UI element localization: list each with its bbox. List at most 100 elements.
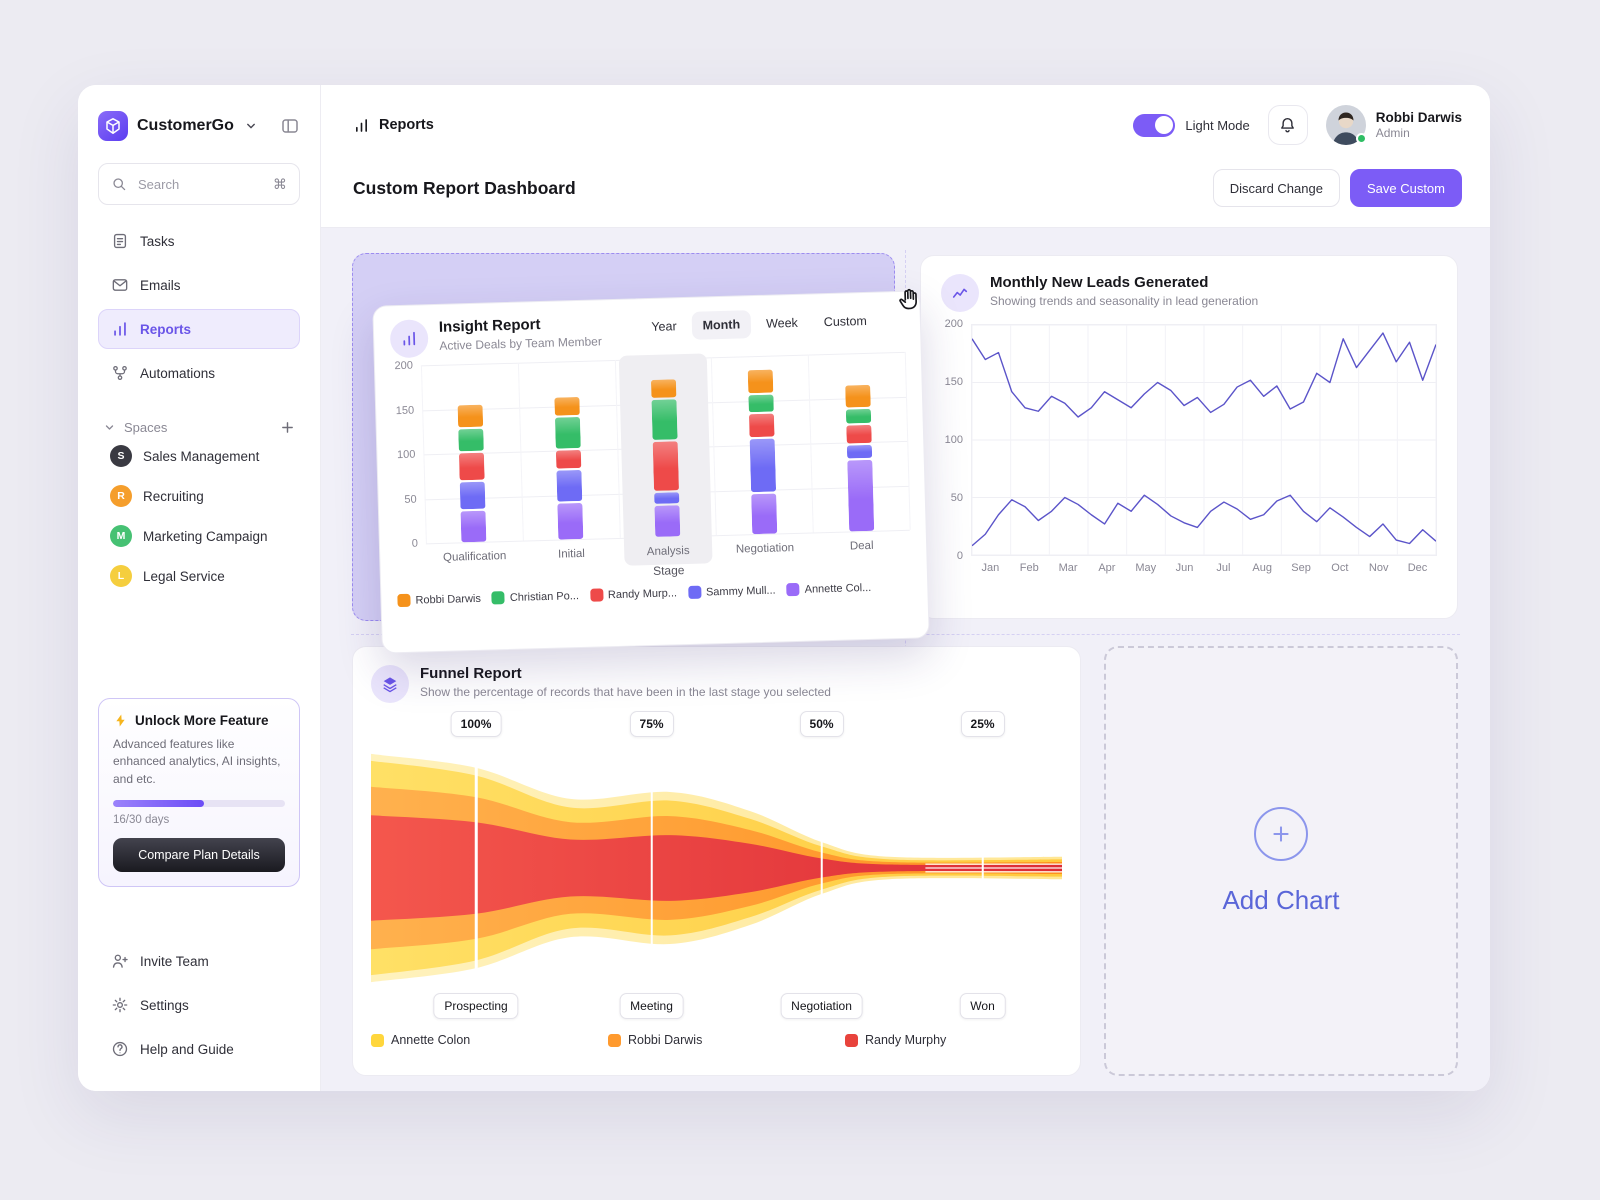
bar-segment bbox=[846, 444, 872, 459]
space-item-sales-management[interactable]: S Sales Management bbox=[98, 436, 300, 476]
reports-icon bbox=[353, 117, 370, 134]
funnel-title: Funnel Report bbox=[420, 665, 522, 682]
chevron-down-icon[interactable] bbox=[243, 118, 259, 134]
legend-item: Robbi Darwis bbox=[397, 592, 481, 608]
bar-segment bbox=[749, 438, 776, 493]
toggle-knob bbox=[1154, 116, 1173, 134]
sidebar-item-label: Invite Team bbox=[140, 953, 209, 969]
search-box[interactable]: ⌘ bbox=[98, 163, 300, 205]
x-tick: Initial bbox=[557, 547, 586, 561]
legend-swatch bbox=[786, 582, 800, 597]
bell-icon bbox=[1278, 116, 1297, 135]
promo-title: Unlock More Feature bbox=[135, 712, 269, 728]
funnel-legend: Annette Colon Robbi Darwis Randy Murphy bbox=[371, 1033, 1062, 1047]
x-tick: Apr bbox=[1098, 562, 1116, 574]
x-tick: Feb bbox=[1019, 562, 1039, 574]
funnel-percent-label: 75% bbox=[629, 711, 674, 737]
space-item-legal-service[interactable]: L Legal Service bbox=[98, 556, 300, 596]
bar-initial bbox=[554, 397, 584, 540]
x-tick: May bbox=[1135, 562, 1157, 574]
tab-custom[interactable]: Custom bbox=[823, 313, 868, 330]
sidebar-item-label: Emails bbox=[140, 277, 181, 293]
upgrade-promo-card: Unlock More Feature Advanced features li… bbox=[98, 697, 300, 887]
funnel-card-icon bbox=[371, 665, 409, 703]
automations-icon bbox=[111, 364, 129, 382]
sidebar-item-tasks[interactable]: Tasks bbox=[98, 221, 300, 261]
x-tick: Qualification bbox=[442, 550, 507, 564]
sidebar-item-emails[interactable]: Emails bbox=[98, 265, 300, 305]
settings-icon bbox=[111, 996, 129, 1014]
bar-segment bbox=[459, 453, 486, 481]
bar-segment bbox=[750, 493, 778, 535]
light-mode-label: Light Mode bbox=[1185, 117, 1250, 133]
space-item-marketing-campaign[interactable]: M Marketing Campaign bbox=[98, 516, 300, 556]
bar-segment bbox=[457, 404, 484, 428]
sidebar-item-reports[interactable]: Reports bbox=[98, 309, 300, 349]
space-avatar: L bbox=[110, 565, 132, 587]
sidebar-item-label: Tasks bbox=[140, 233, 175, 249]
add-chart-zone[interactable]: Add Chart bbox=[1104, 646, 1458, 1076]
topbar: Reports Light Mode bbox=[321, 85, 1490, 228]
y-tick: 200 bbox=[394, 359, 414, 373]
bar-analysis bbox=[650, 379, 681, 537]
dashboard-canvas: Insight Report Active Deals by Team Memb… bbox=[321, 228, 1490, 1091]
spaces-header: Spaces bbox=[98, 419, 300, 436]
period-tabs: Year Month Week Custom bbox=[640, 307, 878, 342]
search-input[interactable] bbox=[136, 175, 264, 193]
x-tick: Oct bbox=[1331, 562, 1349, 574]
y-tick: 50 bbox=[950, 492, 963, 504]
tab-month[interactable]: Month bbox=[691, 310, 752, 340]
add-space-button[interactable] bbox=[279, 419, 296, 436]
discard-change-button[interactable]: Discard Change bbox=[1212, 169, 1340, 207]
user-menu[interactable]: Robbi Darwis Admin bbox=[1325, 105, 1462, 145]
funnel-stage-label: Won bbox=[959, 993, 1006, 1019]
insight-report-card[interactable]: Insight Report Active Deals by Team Memb… bbox=[372, 288, 930, 654]
notifications-button[interactable] bbox=[1267, 105, 1308, 145]
save-custom-button[interactable]: Save Custom bbox=[1349, 169, 1462, 207]
funnel-card[interactable]: Funnel Report Show the percentage of rec… bbox=[352, 646, 1081, 1076]
breadcrumb-label: Reports bbox=[379, 117, 434, 133]
tab-year[interactable]: Year bbox=[651, 319, 677, 334]
bar-segment bbox=[748, 413, 775, 437]
bar-segment bbox=[846, 459, 874, 532]
y-tick: 200 bbox=[944, 318, 963, 330]
chevron-down-icon[interactable] bbox=[102, 420, 117, 435]
leads-title: Monthly New Leads Generated bbox=[990, 274, 1209, 291]
sidebar-item-help[interactable]: Help and Guide bbox=[98, 1029, 300, 1069]
collapse-sidebar-button[interactable] bbox=[280, 116, 300, 136]
light-mode-toggle[interactable] bbox=[1133, 113, 1176, 137]
spaces-list: S Sales Management R Recruiting M Market… bbox=[98, 436, 300, 596]
x-tick: Deal bbox=[849, 539, 874, 553]
sidebar-item-settings[interactable]: Settings bbox=[98, 985, 300, 1025]
command-key-hint: ⌘ bbox=[273, 175, 287, 192]
tab-week[interactable]: Week bbox=[765, 315, 799, 331]
main-area: Reports Light Mode bbox=[321, 85, 1490, 1091]
bar-segment bbox=[557, 503, 584, 540]
legend-item: Robbi Darwis bbox=[608, 1033, 845, 1047]
sidebar-item-invite[interactable]: Invite Team bbox=[98, 941, 300, 981]
space-item-recruiting[interactable]: R Recruiting bbox=[98, 476, 300, 516]
funnel-stage-label: Negotiation bbox=[780, 993, 863, 1019]
x-tick: Sep bbox=[1291, 562, 1311, 574]
bar-segment bbox=[651, 399, 678, 441]
funnel-percent-label: 25% bbox=[960, 711, 1005, 737]
y-tick: 150 bbox=[395, 404, 415, 417]
compare-plan-button[interactable]: Compare Plan Details bbox=[113, 838, 285, 872]
sidebar-item-automations[interactable]: Automations bbox=[98, 353, 300, 393]
trial-progress-bar bbox=[113, 800, 285, 807]
app-logo bbox=[98, 111, 128, 141]
avatar bbox=[1325, 105, 1367, 145]
sidebar-item-label: Help and Guide bbox=[140, 1041, 234, 1057]
space-avatar: M bbox=[110, 525, 132, 547]
legend-swatch bbox=[845, 1033, 858, 1047]
bar-legend: Robbi Darwis Christian Po... Randy Murp...… bbox=[397, 580, 911, 608]
person-photo bbox=[1325, 105, 1366, 145]
bar-segment bbox=[652, 441, 680, 492]
app-window: CustomerGo ⌘ Tasks Emails Reports Automa… bbox=[78, 85, 1490, 1091]
funnel-stage-label: Meeting bbox=[619, 993, 684, 1019]
leads-card[interactable]: Monthly New Leads Generated Showing tren… bbox=[920, 255, 1458, 619]
legend-swatch bbox=[491, 591, 506, 605]
trial-days-label: 16/30 days bbox=[113, 814, 170, 826]
bar-deal bbox=[844, 384, 874, 532]
insight-report-icon bbox=[389, 319, 429, 359]
